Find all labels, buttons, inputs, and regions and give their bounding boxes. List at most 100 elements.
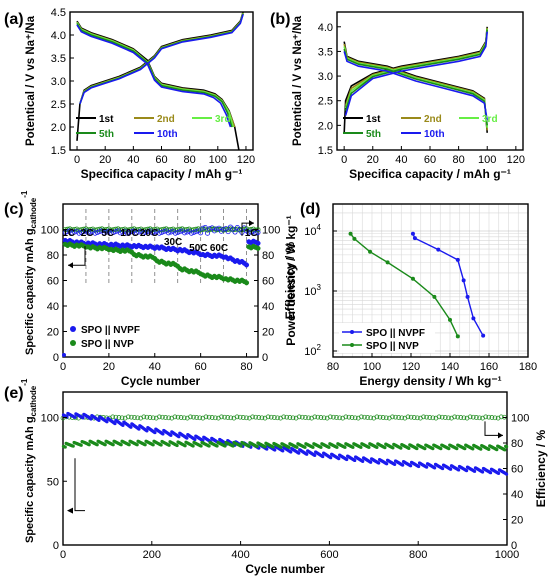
- nvpf-efficiency-point: [207, 226, 213, 232]
- efficiency-point: [303, 415, 308, 420]
- series-SPO || NVPF-capacity-point: [169, 433, 173, 437]
- efficiency-point: [355, 415, 361, 421]
- series-SPO || NVP-capacity-point: [319, 445, 323, 449]
- panel-a: [76, 11, 244, 151]
- efficiency-point: [430, 415, 436, 421]
- series-SPO || NVP-capacity-point: [287, 445, 291, 449]
- rate-label: 1C: [245, 228, 258, 239]
- legend-1st-label: 1st: [99, 114, 114, 125]
- series-SPO || NVP-capacity-point: [223, 444, 227, 448]
- efficiency-point: [411, 415, 417, 420]
- efficiency-point: [470, 414, 476, 420]
- efficiency-point: [337, 415, 342, 421]
- series-SPO || NVPF-capacity-point: [121, 423, 125, 428]
- efficiency-point: [334, 415, 339, 420]
- nvpf-efficiency-point: [255, 229, 261, 235]
- panel-b: [343, 26, 488, 133]
- nvpf-efficiency-point: [191, 229, 197, 235]
- nvpf-efficiency-point: [200, 225, 206, 231]
- series-SPO || NVPF-capacity-point: [305, 452, 309, 456]
- legend-SPO || NVP-label: SPO || NVP: [81, 339, 134, 350]
- panel-d-xtick-label: 100: [363, 361, 381, 373]
- efficiency-point: [175, 414, 181, 420]
- series-SPO || NVP-capacity-point: [167, 443, 171, 447]
- efficiency-point: [206, 414, 212, 420]
- panel-c-xtick-label: 40: [149, 361, 161, 373]
- efficiency-point: [275, 415, 280, 421]
- series-SPO || NVPF-capacity-point: [496, 471, 501, 475]
- nvpf-efficiency-point: [198, 230, 204, 236]
- panel-a-ytick-label: 3.5: [51, 53, 66, 65]
- efficiency-point: [340, 415, 346, 421]
- efficiency-point: [147, 415, 153, 420]
- series-SPO || NVP-capacity-point: [231, 444, 235, 448]
- panel-c-xtick-label: 60: [195, 361, 207, 373]
- efficiency-point: [418, 415, 423, 421]
- efficiency-point: [467, 414, 473, 420]
- efficiency-point: [209, 415, 215, 420]
- series-SPO || NVPF-capacity-point: [441, 466, 445, 471]
- efficiency-point: [271, 415, 277, 420]
- series-SPO || NVP-capacity-point: [399, 446, 403, 450]
- panel-a-ytick-label: 4.5: [51, 7, 66, 19]
- series-SPO || NVP-capacity-point: [159, 443, 163, 447]
- series-SPO || NVP-capacity-point: [423, 447, 427, 451]
- efficiency-point: [396, 415, 402, 420]
- series-SPO || NVP-capacity-point: [375, 445, 379, 450]
- series-5th-charge-curve: [79, 13, 244, 105]
- nvp-efficiency-point: [163, 226, 169, 232]
- series-SPO || NVP-capacity-point: [247, 444, 251, 448]
- efficiency-point: [169, 415, 175, 421]
- rate-label: 2C: [81, 228, 94, 239]
- panel-e-y2tick-label: 60: [511, 464, 523, 476]
- series-SPO || NVP-capacity-point: [295, 445, 299, 449]
- efficiency-point: [402, 415, 408, 421]
- series-SPO || NVPF-point: [412, 236, 417, 241]
- series-SPO || NVPF-capacity-point: [433, 466, 437, 470]
- series-SPO || NVPF-capacity-point: [105, 420, 109, 424]
- series-SPO || NVP-capacity-point: [271, 445, 275, 449]
- panel-c-xtick-label: 20: [103, 361, 115, 373]
- efficiency-point: [125, 414, 131, 420]
- efficiency-point: [240, 415, 246, 420]
- rate-label: 1C: [62, 228, 75, 239]
- nvp-efficiency-point: [138, 226, 144, 232]
- rate-label: 50C: [189, 243, 207, 254]
- panel-e-y-axis-label-main: Specific capacity mAh g: [24, 416, 36, 543]
- efficiency-point: [234, 414, 240, 420]
- nvp-efficiency-point: [90, 226, 96, 232]
- series-SPO || NVP-capacity-point: [391, 446, 395, 450]
- efficiency-axis-arrowhead: [249, 220, 254, 227]
- efficiency-point: [477, 415, 482, 421]
- panel-c-ytick-label: 60: [47, 276, 59, 288]
- legend-3rd-label: 3rd: [482, 114, 498, 125]
- panel-c-ytick-label: 100: [41, 225, 59, 237]
- series-SPO || NVPF-capacity-point: [193, 437, 197, 442]
- nvpf-efficiency-point: [166, 230, 172, 236]
- nvpf-efficiency-point: [175, 229, 181, 235]
- panel-a-ytick-label: 4.0: [51, 30, 66, 42]
- panel-e-y2tick-label: 80: [511, 438, 523, 450]
- panel-e-xtick-label: 600: [320, 549, 338, 561]
- capacity-axis-arrowhead: [68, 262, 73, 269]
- series-SPO || NVP-capacity-point: [87, 443, 91, 447]
- series-SPO || NVPF-capacity-point: [137, 427, 141, 431]
- series-SPO || NVPF-capacity-point: [185, 436, 189, 440]
- series-SPO || NVPF-capacity-point: [464, 469, 469, 473]
- nvpf-efficiency-point: [62, 229, 68, 235]
- series-SPO || NVP-capacity-point: [447, 447, 451, 451]
- series-SPO || NVP-capacity-point: [367, 445, 371, 449]
- panel-e-xtick-label: 800: [409, 549, 427, 561]
- efficiency-point: [346, 414, 352, 420]
- panel-e-xtick-label: 200: [143, 549, 161, 561]
- series-SPO || NVPF-capacity-point: [113, 421, 117, 426]
- legend-SPO || NVP-marker: [350, 343, 354, 347]
- efficiency-point: [312, 414, 318, 420]
- efficiency-point: [172, 414, 178, 420]
- series-10th-charge-curve: [79, 14, 244, 105]
- series-SPO || NVP-capacity-point: [471, 447, 475, 451]
- nvp-efficiency-point: [234, 226, 240, 232]
- efficiency-point: [455, 414, 461, 420]
- series-SPO || NVPF-capacity-point: [273, 448, 277, 452]
- efficiency-point: [383, 415, 389, 421]
